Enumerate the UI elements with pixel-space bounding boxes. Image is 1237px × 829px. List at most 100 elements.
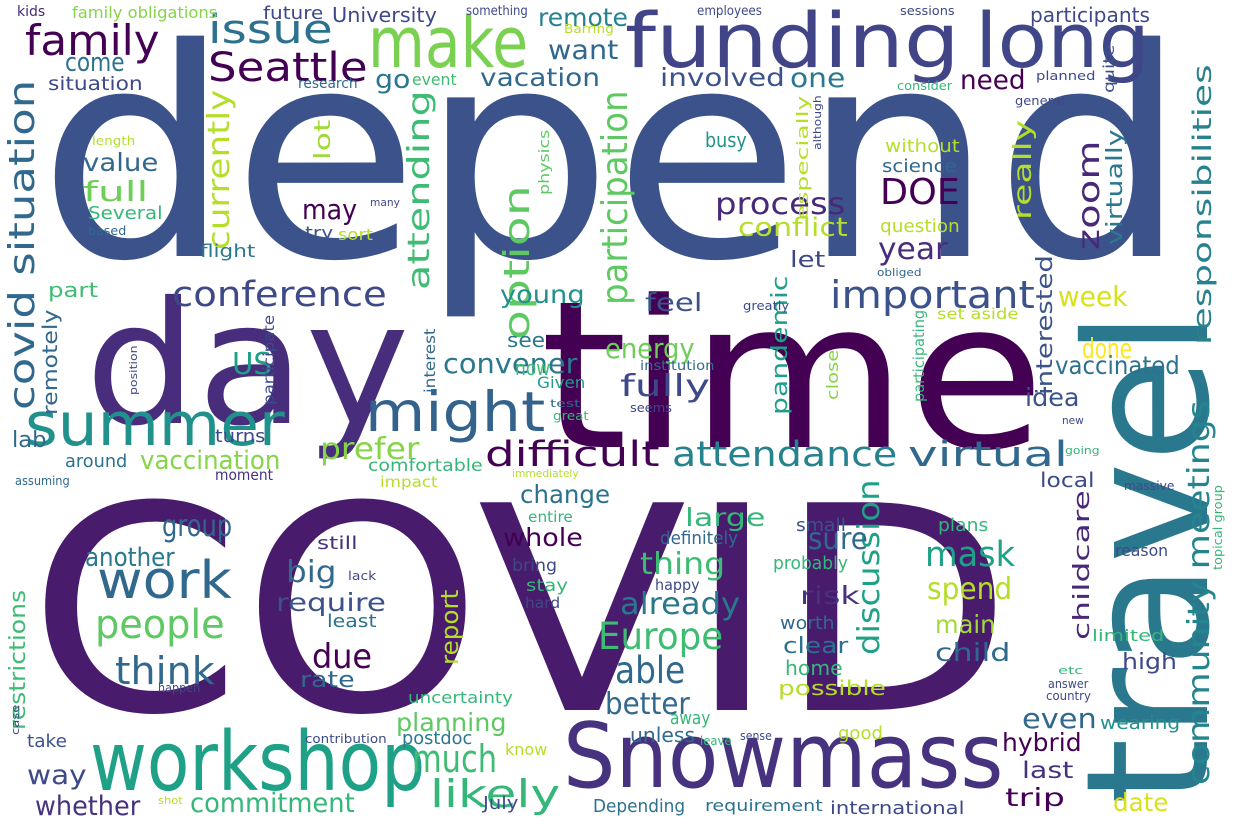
word-date: date: [1113, 788, 1169, 817]
word-go: go: [375, 65, 411, 95]
word-requirement: requirement: [705, 796, 823, 815]
word-interested: interested: [1033, 255, 1058, 395]
word-come: come: [65, 48, 125, 78]
word-turns: turns: [215, 426, 266, 447]
word-given: Given: [537, 373, 586, 392]
word-entire: entire: [528, 508, 573, 526]
word-kids: kids: [17, 4, 46, 20]
word-main: main: [935, 610, 996, 639]
word-participants: participants: [1030, 3, 1151, 27]
word-worth: worth: [780, 613, 835, 634]
word-something: something: [466, 4, 528, 19]
word-already: already: [620, 587, 741, 622]
word-topical-group: topical group: [1211, 485, 1225, 570]
word-stay: stay: [526, 576, 569, 596]
word-remotely: remotely: [38, 309, 62, 415]
word-uncertainty: uncertainty: [408, 688, 513, 707]
word-week: week: [1058, 280, 1128, 313]
word-might: might: [365, 380, 546, 444]
word-now: now: [515, 356, 551, 380]
word-science: science: [882, 156, 957, 177]
word-better: better: [605, 687, 690, 722]
word-conference: conference: [172, 275, 387, 315]
word-definitely: definitely: [660, 528, 739, 549]
word-let: let: [790, 248, 826, 273]
word-rate: rate: [300, 668, 355, 693]
word-depend: depend: [38, 0, 1188, 325]
word-attending: attending: [402, 90, 437, 291]
word-country: country: [1046, 689, 1091, 703]
word-happy: happy: [655, 576, 700, 594]
word-local: local: [1040, 468, 1095, 492]
word-greatly: greatly: [743, 299, 790, 313]
word-try: try: [305, 223, 334, 244]
word-bring: bring: [512, 556, 558, 576]
word-although: although: [811, 95, 824, 150]
word-interest: interest: [421, 328, 439, 393]
word-difficult: difficult: [485, 435, 660, 475]
word-people: people: [95, 602, 225, 648]
word-child: child: [935, 638, 1011, 667]
word-zoom: zoom: [1072, 140, 1107, 250]
word-see: see: [507, 328, 546, 352]
word-impact: impact: [380, 473, 438, 491]
word-without: without: [885, 136, 960, 157]
word-idea: idea: [1025, 383, 1080, 412]
word-issue: issue: [208, 7, 333, 53]
word-doe: DOE: [880, 172, 960, 213]
word-funding: funding: [625, 0, 960, 85]
word-whether: whether: [35, 791, 141, 822]
word-consider: consider: [897, 79, 953, 93]
word-year: year: [878, 232, 948, 267]
word-think: think: [115, 649, 215, 693]
word-participation: participation: [595, 90, 636, 305]
word-conflict: conflict: [738, 213, 848, 243]
word-big: big: [286, 555, 337, 590]
word-research: research: [298, 76, 358, 92]
word-commitment: commitment: [190, 788, 355, 819]
word-immediately: immediately: [512, 467, 579, 480]
word-several: Several: [88, 203, 163, 224]
word-good: good: [838, 723, 883, 744]
word-covid: COVID: [28, 446, 1013, 778]
word-leave: leave: [700, 734, 732, 748]
word-really: really: [1008, 119, 1037, 220]
word-attendance: attendance: [672, 435, 898, 475]
word-university: University: [332, 3, 437, 27]
word-one: one: [790, 63, 846, 94]
word-new: new: [1062, 414, 1084, 427]
word-length: length: [92, 134, 136, 148]
word-physics: physics: [537, 129, 553, 195]
word-require: require: [276, 588, 386, 617]
word-vacation: vacation: [480, 63, 601, 92]
word-probably: probably: [773, 553, 848, 574]
word-position: position: [127, 345, 140, 395]
word-general: general: [1015, 94, 1065, 108]
word-virtual: virtual: [908, 435, 1068, 475]
word-future: future: [263, 3, 324, 24]
word-around: around: [65, 451, 128, 472]
word-wearing: wearing: [1100, 713, 1181, 734]
word-reason: reason: [1115, 541, 1169, 560]
word-snowmass: Snowmass: [563, 704, 1004, 809]
word-due: due: [312, 637, 373, 677]
word-long: long: [975, 0, 1151, 85]
word-based: based: [88, 224, 127, 238]
word-away: away: [670, 708, 711, 729]
word-institution: institution: [640, 359, 715, 374]
word-feel: feel: [645, 288, 703, 317]
word-planned: planned: [1036, 69, 1096, 83]
word-lab: lab: [12, 428, 47, 453]
word-done: done: [1082, 332, 1132, 365]
word-report: report: [436, 589, 464, 665]
word-currently: currently: [202, 89, 237, 251]
word-lot: lot: [311, 119, 336, 160]
word-sessions: sessions: [900, 4, 955, 18]
word-set-aside: set aside: [937, 305, 1019, 323]
word-way: way: [27, 760, 87, 791]
word-obliged: obliged: [877, 266, 922, 279]
word-home: home: [785, 656, 843, 680]
word-able: able: [615, 649, 686, 692]
word-another: another: [85, 543, 175, 573]
